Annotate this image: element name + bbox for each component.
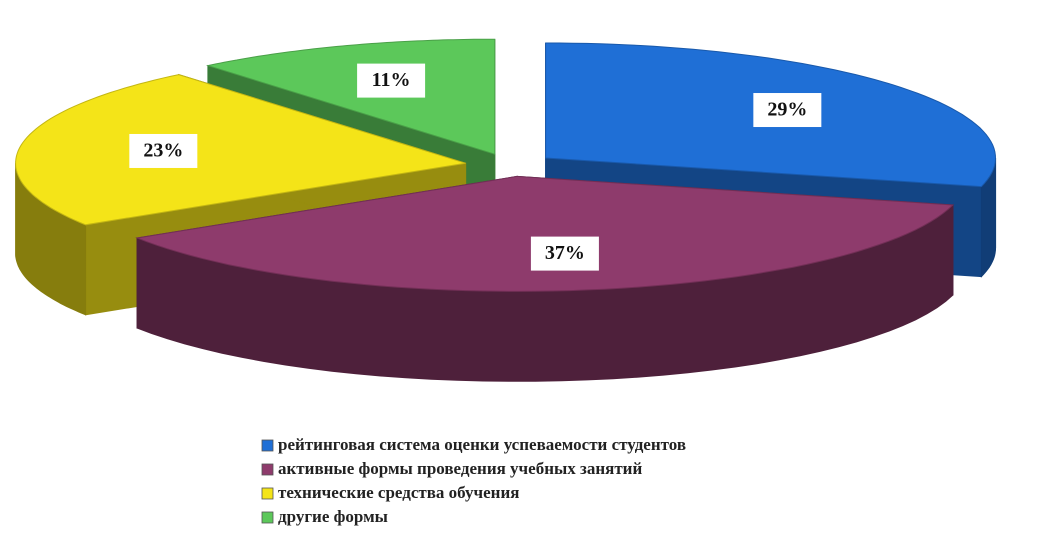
slice xyxy=(135,175,955,382)
legend-swatch xyxy=(261,511,274,524)
data-label: 29% xyxy=(767,99,807,121)
legend-label: рейтинговая система оценки успеваемости … xyxy=(278,435,686,454)
data-label: 37% xyxy=(545,242,585,264)
legend-label: технические средства обучения xyxy=(278,483,519,502)
data-label: 11% xyxy=(372,69,411,91)
label-box xyxy=(753,93,822,128)
legend-swatch xyxy=(261,439,274,452)
slice-top xyxy=(135,175,955,292)
data-label: 23% xyxy=(143,140,183,162)
legend-label: активные формы проведения учебных заняти… xyxy=(278,459,642,478)
legend-label: другие формы xyxy=(278,507,388,526)
label-box xyxy=(357,63,426,98)
legend-swatch xyxy=(261,487,274,500)
label-box xyxy=(530,236,599,271)
legend-swatch xyxy=(261,463,274,476)
label-box xyxy=(129,133,198,168)
slice-top xyxy=(15,74,466,226)
